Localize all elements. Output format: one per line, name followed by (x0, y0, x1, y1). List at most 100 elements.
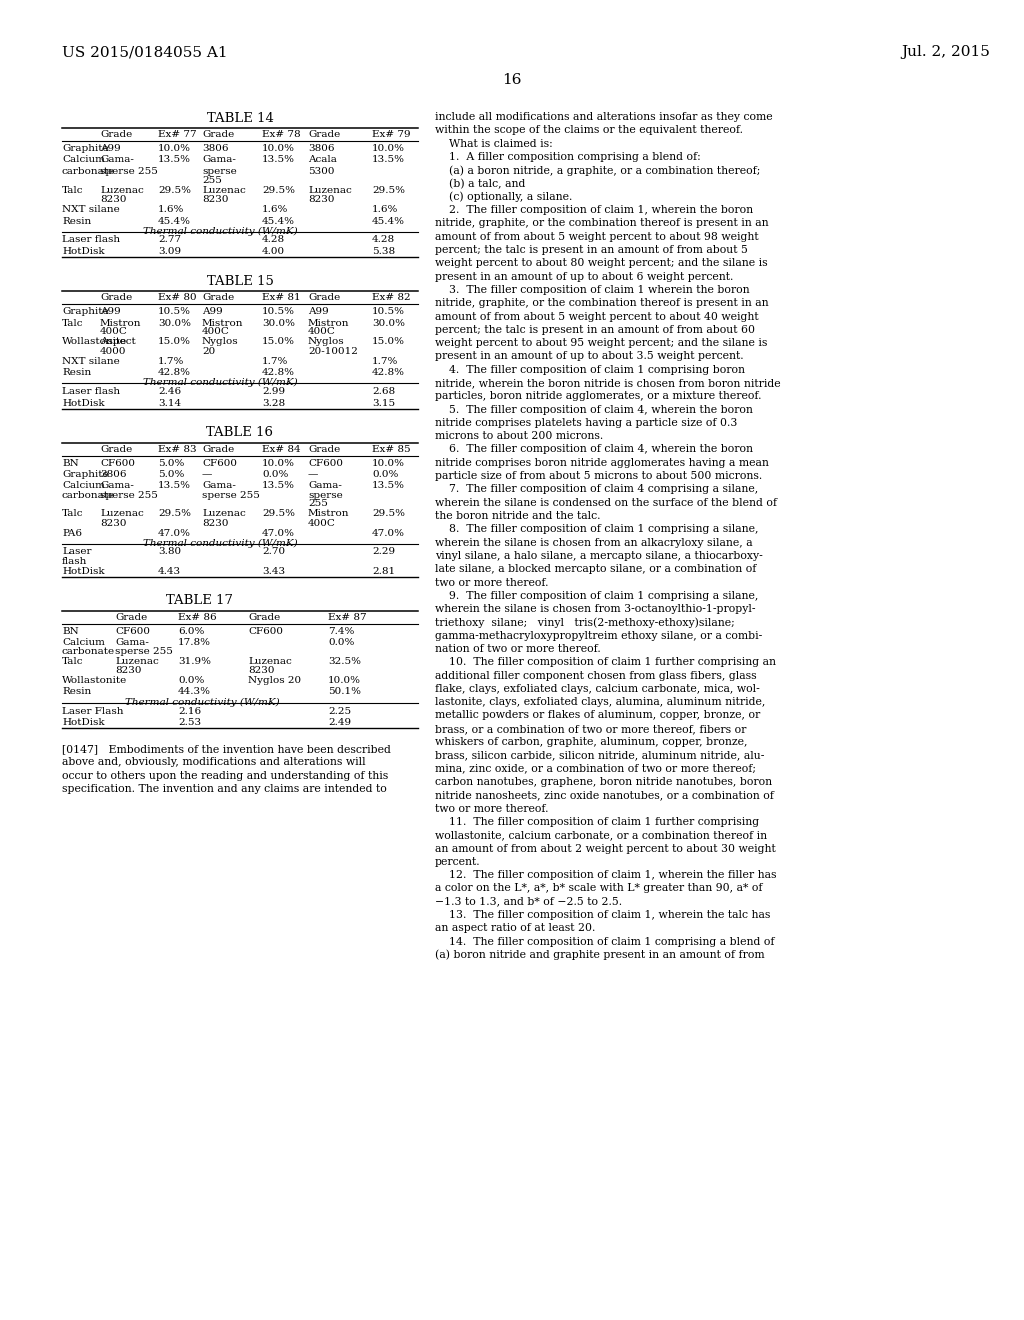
Text: 29.5%: 29.5% (372, 510, 406, 519)
Text: 5.38: 5.38 (372, 247, 395, 256)
Text: 400C: 400C (308, 327, 336, 337)
Text: 3.43: 3.43 (262, 566, 285, 576)
Text: Gama-: Gama- (308, 482, 342, 491)
Text: Luzenac: Luzenac (202, 510, 246, 519)
Text: 16: 16 (502, 73, 522, 87)
Text: 10.0%: 10.0% (158, 144, 191, 153)
Text: Ex# 79: Ex# 79 (372, 129, 411, 139)
Text: Resin: Resin (62, 368, 91, 378)
Text: Ex# 82: Ex# 82 (372, 293, 411, 302)
Text: 11.  The filler composition of claim 1 further comprising: 11. The filler composition of claim 1 fu… (435, 817, 759, 826)
Text: Luzenac: Luzenac (100, 510, 143, 519)
Text: 6.  The filler composition of claim 4, wherein the boron: 6. The filler composition of claim 4, wh… (435, 445, 753, 454)
Text: carbon nanotubes, graphene, boron nitride nanotubes, boron: carbon nanotubes, graphene, boron nitrid… (435, 777, 772, 787)
Text: Thermal conductivity (W/mK): Thermal conductivity (W/mK) (143, 378, 298, 387)
Text: 15.0%: 15.0% (372, 338, 406, 346)
Text: 13.5%: 13.5% (262, 156, 295, 165)
Text: lastonite, clays, exfoliated clays, alumina, aluminum nitride,: lastonite, clays, exfoliated clays, alum… (435, 697, 765, 708)
Text: HotDisk: HotDisk (62, 718, 104, 727)
Text: Luzenac: Luzenac (202, 186, 246, 195)
Text: [0147]   Embodiments of the invention have been described: [0147] Embodiments of the invention have… (62, 744, 391, 754)
Text: present in an amount of up to about 6 weight percent.: present in an amount of up to about 6 we… (435, 272, 733, 281)
Text: TABLE 17: TABLE 17 (167, 594, 233, 607)
Text: 3.  The filler composition of claim 1 wherein the boron: 3. The filler composition of claim 1 whe… (435, 285, 750, 294)
Text: whiskers of carbon, graphite, aluminum, copper, bronze,: whiskers of carbon, graphite, aluminum, … (435, 737, 748, 747)
Text: TABLE 15: TABLE 15 (207, 275, 273, 288)
Text: percent; the talc is present in an amount of from about 5: percent; the talc is present in an amoun… (435, 246, 748, 255)
Text: Gama-: Gama- (100, 156, 134, 165)
Text: Grade: Grade (308, 129, 340, 139)
Text: NXT silane: NXT silane (62, 356, 120, 366)
Text: CF600: CF600 (202, 458, 237, 467)
Text: particles, boron nitride agglomerates, or a mixture thereof.: particles, boron nitride agglomerates, o… (435, 391, 762, 401)
Text: 10.0%: 10.0% (372, 144, 406, 153)
Text: 47.0%: 47.0% (262, 528, 295, 537)
Text: Graphite: Graphite (62, 308, 109, 315)
Text: weight percent to about 95 weight percent; and the silane is: weight percent to about 95 weight percen… (435, 338, 767, 348)
Text: 47.0%: 47.0% (158, 528, 191, 537)
Text: TABLE 16: TABLE 16 (207, 426, 273, 440)
Text: Resin: Resin (62, 688, 91, 697)
Text: 30.0%: 30.0% (262, 318, 295, 327)
Text: wherein the silane is chosen from 3-octanoylthio-1-propyl-: wherein the silane is chosen from 3-octa… (435, 605, 756, 614)
Text: Mistron: Mistron (100, 318, 141, 327)
Text: wherein the silane is condensed on the surface of the blend of: wherein the silane is condensed on the s… (435, 498, 777, 508)
Text: 13.5%: 13.5% (262, 482, 295, 491)
Text: gamma-methacryloxypropyltreim ethoxy silane, or a combi-: gamma-methacryloxypropyltreim ethoxy sil… (435, 631, 762, 640)
Text: 3806: 3806 (202, 144, 228, 153)
Text: carbonate: carbonate (62, 491, 115, 499)
Text: 29.5%: 29.5% (158, 186, 191, 195)
Text: 13.5%: 13.5% (158, 482, 191, 491)
Text: Laser Flash: Laser Flash (62, 706, 124, 715)
Text: 29.5%: 29.5% (262, 510, 295, 519)
Text: Mistron: Mistron (308, 318, 349, 327)
Text: late silane, a blocked mercapto silane, or a combination of: late silane, a blocked mercapto silane, … (435, 564, 757, 574)
Text: within the scope of the claims or the equivalent thereof.: within the scope of the claims or the eq… (435, 125, 743, 135)
Text: Thermal conductivity (W/mK): Thermal conductivity (W/mK) (143, 539, 298, 548)
Text: 4.28: 4.28 (372, 235, 395, 244)
Text: 8230: 8230 (202, 519, 228, 528)
Text: 7.  The filler composition of claim 4 comprising a silane,: 7. The filler composition of claim 4 com… (435, 484, 758, 495)
Text: 5.0%: 5.0% (158, 458, 184, 467)
Text: CF600: CF600 (100, 458, 135, 467)
Text: Nyglos: Nyglos (202, 338, 239, 346)
Text: 3.09: 3.09 (158, 247, 181, 256)
Text: 2.68: 2.68 (372, 387, 395, 396)
Text: 8230: 8230 (115, 667, 141, 675)
Text: additional filler component chosen from glass fibers, glass: additional filler component chosen from … (435, 671, 757, 681)
Text: percent.: percent. (435, 857, 480, 867)
Text: present in an amount of up to about 3.5 weight percent.: present in an amount of up to about 3.5 … (435, 351, 743, 362)
Text: 2.25: 2.25 (328, 706, 351, 715)
Text: 15.0%: 15.0% (158, 338, 191, 346)
Text: sperse: sperse (308, 491, 343, 499)
Text: Ex# 83: Ex# 83 (158, 445, 197, 454)
Text: —: — (308, 470, 318, 479)
Text: a color on the L*, a*, b* scale with L* greater than 90, a* of: a color on the L*, a*, b* scale with L* … (435, 883, 763, 894)
Text: vinyl silane, a halo silane, a mercapto silane, a thiocarboxy-: vinyl silane, a halo silane, a mercapto … (435, 550, 763, 561)
Text: the boron nitride and the talc.: the boron nitride and the talc. (435, 511, 600, 521)
Text: 1.6%: 1.6% (158, 205, 184, 214)
Text: 30.0%: 30.0% (158, 318, 191, 327)
Text: (c) optionally, a silane.: (c) optionally, a silane. (435, 191, 572, 202)
Text: 3.14: 3.14 (158, 399, 181, 408)
Text: 1.  A filler composition comprising a blend of:: 1. A filler composition comprising a ble… (435, 152, 700, 162)
Text: Ex# 85: Ex# 85 (372, 445, 411, 454)
Text: 255: 255 (202, 176, 222, 185)
Text: 2.16: 2.16 (178, 706, 201, 715)
Text: 400C: 400C (100, 327, 128, 337)
Text: 2.29: 2.29 (372, 548, 395, 557)
Text: 29.5%: 29.5% (262, 186, 295, 195)
Text: Gama-: Gama- (100, 482, 134, 491)
Text: 8.  The filler composition of claim 1 comprising a silane,: 8. The filler composition of claim 1 com… (435, 524, 759, 535)
Text: Graphite: Graphite (62, 144, 109, 153)
Text: Luzenac: Luzenac (248, 657, 292, 667)
Text: Gama-: Gama- (202, 156, 236, 165)
Text: Luzenac: Luzenac (115, 657, 159, 667)
Text: 44.3%: 44.3% (178, 688, 211, 697)
Text: sperse 255: sperse 255 (100, 491, 158, 499)
Text: 1.7%: 1.7% (158, 356, 184, 366)
Text: 8230: 8230 (248, 667, 274, 675)
Text: 4.00: 4.00 (262, 247, 285, 256)
Text: Talc: Talc (62, 657, 84, 667)
Text: carbonate: carbonate (62, 647, 115, 656)
